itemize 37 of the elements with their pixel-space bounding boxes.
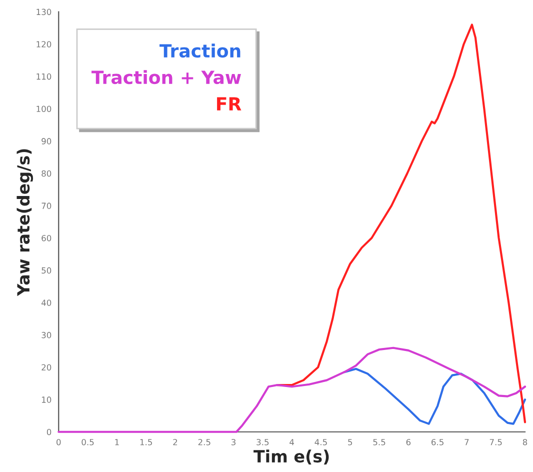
x-tick-label: 0.5 <box>82 438 94 446</box>
y-axis-title: Yaw rate(deg/s) <box>16 149 33 296</box>
y-tick-label: 130 <box>36 8 52 16</box>
text: Traction + Yaw <box>92 70 241 84</box>
x-tick-label: 6 <box>406 438 411 446</box>
x-tick-label: 7.5 <box>490 439 502 446</box>
x-axis-title: Tim e(s) <box>254 450 329 465</box>
x-tick-label: 0 <box>56 438 61 446</box>
x-tick-label: 2.5 <box>198 438 210 446</box>
y-tick-label: 110 <box>36 73 52 80</box>
x-tick-label: 7 <box>464 439 469 446</box>
x-tick-label: 3 <box>232 438 236 446</box>
x-tick-label: 6.5 <box>432 438 444 446</box>
text: FR <box>217 97 242 110</box>
y-tick-label: 100 <box>36 106 52 112</box>
y-tick-label: 20 <box>42 364 52 371</box>
x-tick-label: 4 <box>290 439 294 446</box>
y-tick-label: 10 <box>42 396 52 403</box>
y-tick-label: 60 <box>42 234 52 242</box>
x-tick-label: 1 <box>115 439 119 446</box>
x-tick-label: 2 <box>173 438 178 446</box>
y-tick-label: 30 <box>42 332 52 338</box>
x-tick-label: 5 <box>348 439 352 446</box>
y-tick-label: 70 <box>42 202 52 209</box>
x-tick-label: 1.5 <box>140 439 152 446</box>
x-tick-label: 4.5 <box>314 439 327 446</box>
y-tick-label: 90 <box>42 138 52 144</box>
y-tick-label: 50 <box>42 267 52 274</box>
y-tick-label: 40 <box>41 300 52 306</box>
line-series <box>343 368 526 425</box>
x-tick-label: 5.5 <box>373 439 386 446</box>
y-tick-label: 80 <box>42 170 52 177</box>
x-tick-label: 8 <box>522 438 528 446</box>
x-tick-label: 3.5 <box>256 438 269 446</box>
y-tick-label: 120 <box>36 41 52 48</box>
y-tick-label: 0 <box>46 428 52 436</box>
text: Traction <box>160 44 240 58</box>
